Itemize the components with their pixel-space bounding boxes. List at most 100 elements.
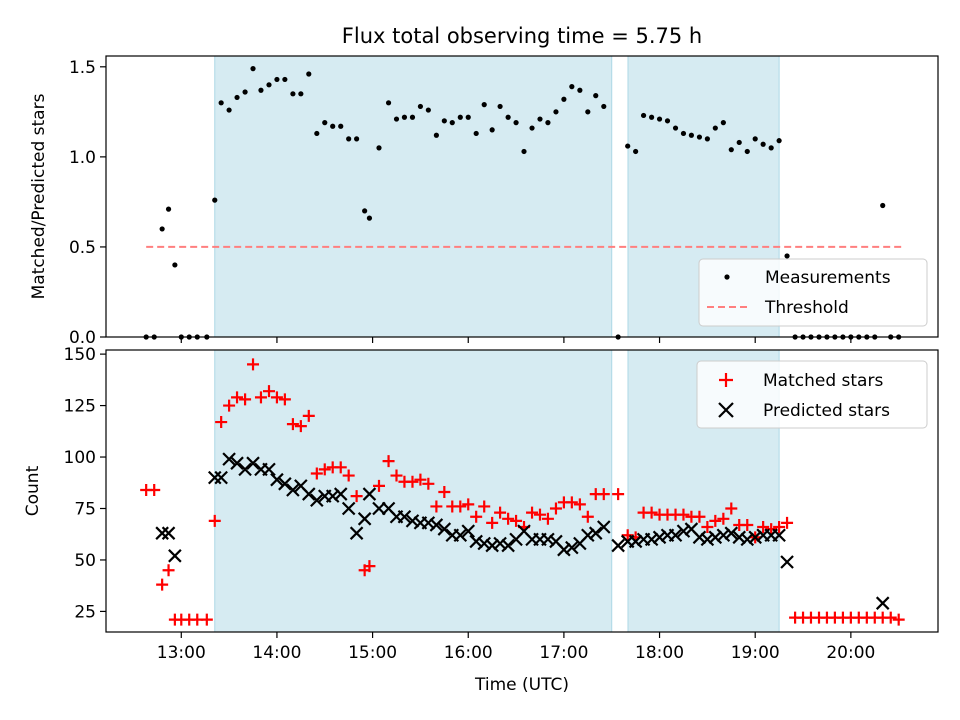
predicted-star-point — [155, 526, 169, 540]
predicted-star-point — [628, 534, 643, 549]
matched-star-point — [382, 455, 395, 468]
measurement-point — [481, 102, 487, 108]
y-tick-label: 25 — [74, 602, 96, 622]
measurement-point — [274, 76, 280, 83]
measurement-point — [696, 134, 703, 140]
measurement-point — [784, 253, 790, 259]
predicted-star-point — [740, 532, 755, 547]
predicted-star-point — [581, 528, 595, 543]
x-tick-label: 16:00 — [444, 643, 493, 663]
measurement-point — [752, 136, 758, 142]
measurement-point — [449, 120, 455, 126]
predicted-star-point — [372, 501, 386, 516]
predicted-star-point — [461, 524, 476, 538]
predicted-star-point — [341, 501, 356, 516]
matched-star-point — [892, 613, 905, 626]
measurement-point — [625, 143, 631, 149]
matched-star-point — [414, 473, 427, 486]
predicted-star-point — [362, 487, 377, 501]
measurement-point — [760, 141, 766, 147]
predicted-star-point — [541, 532, 555, 547]
measurement-point — [672, 125, 679, 131]
measurement-point — [250, 66, 256, 72]
measurement-point — [513, 120, 519, 126]
predicted-star-point — [270, 472, 284, 487]
measurement-point — [282, 76, 288, 83]
predicted-star-point — [501, 538, 515, 553]
measurement-point — [521, 148, 527, 155]
measurement-point — [354, 136, 360, 142]
predicted-star-point — [732, 530, 747, 545]
measurement-point — [529, 125, 535, 131]
matched-star-point — [286, 418, 299, 431]
measurement-point — [298, 91, 304, 97]
measurement-points — [143, 66, 902, 340]
predicted-star-point — [708, 530, 723, 545]
predicted-star-point — [700, 532, 715, 547]
predicted-star-point — [780, 555, 794, 569]
bottom-legend: Matched stars Predicted stars — [696, 360, 928, 429]
bottom-y-ticks: 25 50 75 100 125 150 — [64, 345, 106, 622]
matched-star-point — [239, 393, 252, 406]
measurement-point — [577, 87, 583, 93]
y-tick-label: 100 — [64, 448, 96, 468]
matched-star-point — [406, 475, 419, 488]
measurement-point — [465, 114, 471, 120]
predicted-star-point — [588, 526, 603, 540]
legend-predicted-marker — [718, 402, 734, 418]
legend-matched-label: Matched stars — [763, 371, 883, 391]
x-tick-label: 20:00 — [826, 643, 875, 663]
top-y-ticks: 0.0 0.5 1.0 1.5 — [69, 58, 106, 348]
matched-star-point — [438, 486, 451, 499]
observing-window-1 — [214, 55, 613, 338]
matched-star-point — [334, 461, 347, 474]
measurement-point — [656, 116, 663, 122]
matched-star-point — [510, 514, 523, 527]
matched-star-point — [156, 578, 169, 591]
measurement-point — [633, 148, 639, 155]
measurement-point — [736, 139, 742, 146]
x-axis-label: Time (UTC) — [474, 675, 569, 695]
measurement-point — [159, 226, 165, 232]
matched-star-point — [573, 498, 586, 511]
predicted-star-points — [155, 452, 890, 610]
x-tick-label: 18:00 — [635, 643, 684, 663]
matched-star-point — [621, 529, 634, 542]
measurement-point — [226, 107, 232, 113]
matched-star-point — [597, 488, 610, 501]
count-panel: 25 50 75 100 125 150 13:00 14:00 15:00 16:00 17:0… — [23, 345, 939, 695]
measurement-point — [688, 132, 695, 138]
y-tick-label: 0.5 — [69, 238, 96, 258]
measurement-point — [680, 130, 687, 137]
matched-star-point — [302, 409, 315, 422]
bottom-y-axis-label: Count — [23, 465, 43, 516]
predicted-star-point — [565, 540, 579, 555]
matched-star-point — [526, 506, 539, 519]
predicted-star-point — [469, 534, 483, 549]
matched-star-point — [612, 488, 625, 501]
predicted-star-point — [161, 526, 176, 540]
matched-star-point — [781, 516, 794, 529]
predicted-star-point — [333, 487, 348, 501]
measurement-point — [505, 114, 511, 120]
predicted-star-point — [207, 470, 222, 485]
matched-star-point — [200, 613, 213, 626]
predicted-star-point — [724, 526, 739, 540]
matched-star-point — [294, 420, 307, 433]
measurement-point — [234, 94, 240, 101]
measurement-point — [393, 116, 400, 122]
y-tick-label: 75 — [74, 499, 96, 519]
predicted-star-point — [421, 516, 436, 530]
measurement-point — [704, 136, 710, 142]
measurement-point — [585, 109, 591, 115]
measurement-point — [720, 120, 726, 126]
observing-window-1 — [214, 349, 613, 633]
measurement-point — [457, 114, 463, 120]
x-tick-label: 14:00 — [252, 643, 301, 663]
measurement-point — [744, 148, 750, 155]
predicted-star-point — [325, 489, 340, 503]
matched-star-point — [270, 391, 283, 404]
measurement-point — [401, 114, 408, 120]
matched-star-point — [645, 506, 658, 519]
measurement-point — [165, 206, 172, 212]
